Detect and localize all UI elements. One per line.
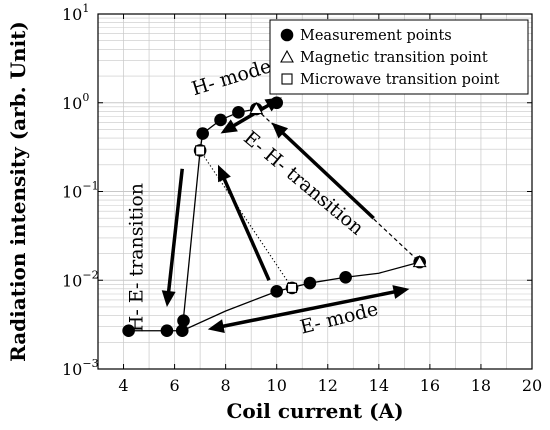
x-tick-label: 12 (318, 376, 338, 395)
legend-marker-square (281, 73, 293, 85)
arrow-e-mode-tail-head (207, 319, 225, 334)
magnetic-transition-point (249, 101, 264, 115)
x-tick-label: 20 (522, 376, 542, 395)
y-tick-label: 10−2 (62, 268, 99, 290)
measurement-point (175, 324, 189, 338)
microwave-transition-point (195, 145, 206, 156)
x-tick-label: 6 (169, 376, 179, 395)
measurement-point (214, 113, 227, 127)
arrows (161, 97, 410, 334)
legend-entry-label: Microwave transition point (300, 72, 500, 88)
arrow-h-e-transition-head (161, 290, 176, 307)
legend-entry-label: Magnetic transition point (300, 50, 488, 66)
arrow-h-mode-head (220, 119, 238, 134)
arrow-h-mode (228, 100, 275, 130)
y-tick-label: 101 (62, 2, 89, 24)
arrow-e-h-transition-1 (220, 173, 271, 281)
annotation-label: H- E- transition (126, 183, 148, 332)
arrow-e-h-transition-2 (277, 128, 375, 220)
microwave-transition-point (286, 282, 298, 293)
y-axis-label: Radiation intensity (arb. Unit) (6, 21, 30, 362)
x-tick-label: 10 (267, 376, 287, 395)
annotation-label: E- H- transition (239, 127, 367, 240)
arrow-e-mode-head (392, 285, 410, 299)
y-tick-label: 100 (62, 91, 89, 113)
legend-marker-triangle (280, 49, 294, 63)
arrow-h-e-transition (166, 168, 184, 298)
annotation-label: H- mode (189, 55, 274, 100)
measurement-point (196, 127, 209, 140)
x-tick-label: 4 (118, 376, 128, 395)
arrow-e-h-transition-1-head (217, 164, 231, 183)
legend-entry-label: Measurement points (300, 28, 452, 44)
microwave-transition-link (199, 150, 293, 289)
ticks: 4 6 8 10 12 14 16 18 20 10−3 10−2 10−1 100 101 (62, 2, 542, 395)
data-markers (122, 96, 427, 338)
magnetic-transition-point (412, 255, 427, 268)
measurement-point (270, 96, 284, 110)
measurement-point (303, 276, 317, 290)
y-tick-label: 10−1 (62, 180, 99, 202)
measurement-point (232, 106, 245, 119)
legend-box (269, 19, 529, 95)
y-tick-label: 10−3 (62, 357, 99, 379)
arrow-e-mode (217, 289, 400, 330)
x-tick-label: 8 (221, 376, 231, 395)
x-axis-label: Coil current (A) (226, 399, 403, 423)
measurement-point (122, 324, 135, 338)
legend: Measurement points Magnetic transition po… (269, 19, 529, 95)
arrow-e-h-transition-2-head (271, 122, 289, 139)
x-tick-label: 16 (420, 376, 440, 395)
legend-marker-circle (280, 28, 294, 42)
measurement-point (177, 314, 190, 328)
measurement-point (270, 285, 284, 298)
measurement-point (339, 270, 352, 284)
x-tick-label: 18 (471, 376, 491, 395)
measurement-point (160, 324, 174, 338)
x-tick-label: 14 (369, 376, 389, 395)
